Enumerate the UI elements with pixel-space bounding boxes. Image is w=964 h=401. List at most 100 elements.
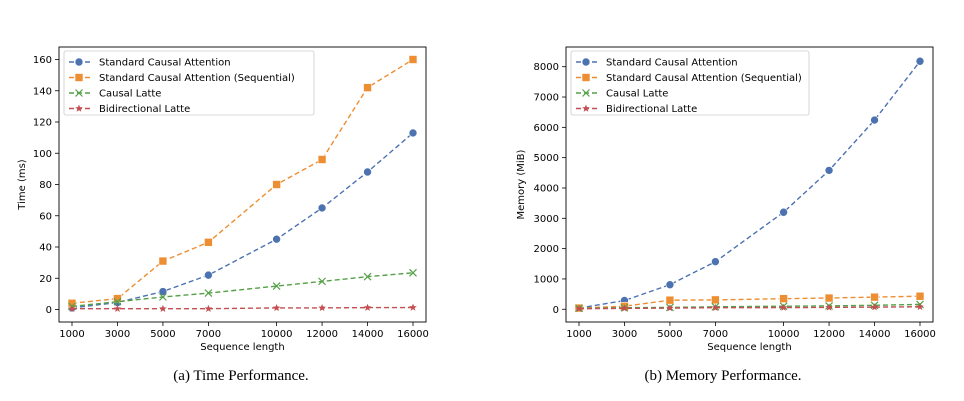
legend-label: Standard Causal Attention [99,58,231,69]
data-point-standard-causal-attention-5000 [158,287,168,296]
data-point-standard-causal-attention-7000 [711,257,720,266]
legend-label: Bidirectional Latte [606,104,697,115]
legend-label: Causal Latte [99,89,161,100]
legend-label: Bidirectional Latte [99,104,190,115]
data-point-standard-causal-attention-sequential-7000 [204,238,213,247]
legend-marker-circle-icon [581,57,591,67]
legend-label: Standard Causal Attention [606,58,738,69]
x-tick-label: 12000 [813,329,845,340]
data-point-standard-causal-attention-sequential-14000 [363,83,372,92]
y-tick-label: 1000 [534,274,559,285]
legend-label: Causal Latte [606,89,668,100]
x-axis-label: Sequence length [200,342,284,353]
data-point-bidirectional-latte-12000 [825,303,833,311]
y-axis-label: Memory (MiB) [516,149,527,219]
data-point-bidirectional-latte-7000 [711,303,720,311]
data-point-standard-causal-attention-sequential-16000 [915,291,925,301]
x-tick-label: 10000 [261,329,293,340]
memory-performance-chart: 0 1000 2000 3000 4000 5000 6000 7000 8000 1000 300… [516,46,936,353]
x-tick-label: 3000 [105,329,130,340]
data-point-standard-causal-attention-sequential-3000 [113,294,122,303]
y-tick-label: 100 [33,149,52,160]
legend-item-causal-latte: Causal Latte [69,89,161,100]
legend-box [63,50,315,116]
y-tick-label: 120 [33,118,52,129]
y-tick-label: 6000 [534,123,559,134]
x-tick-label: 5000 [150,329,175,340]
legend-item-standard-causal-attention: Standard Causal Attention [69,58,231,69]
legend-marker-star-icon [582,104,590,112]
data-point-causal-latte-14000 [363,272,372,281]
data-point-standard-causal-attention-sequential-5000 [665,295,675,305]
y-tick-label: 5000 [534,153,559,164]
data-point-standard-causal-attention-16000 [408,128,418,138]
data-point-standard-causal-attention-12000 [317,203,327,213]
series-standard-causal-attention-sequential [67,55,418,308]
legend-label: Standard Causal Attention (Sequential) [606,73,802,84]
legend-marker-x-icon [582,89,590,97]
plot-frame [565,46,934,323]
data-point-causal-latte-3000 [113,297,122,306]
legend: Standard Causal Attention Standard Causal… [570,50,810,116]
caption-time-performance: (a) Time Performance. [173,368,309,384]
legend-label: Standard Causal Attention (Sequential) [99,73,295,84]
y-axis-label: Time (ms) [17,159,28,211]
legend: Standard Causal Attention Standard Causal… [63,50,315,116]
data-point-standard-causal-attention-5000 [665,280,675,290]
x-tick-label: 7000 [196,329,221,340]
x-tick-label: 10000 [768,329,800,340]
data-point-bidirectional-latte-10000 [272,303,281,312]
data-point-standard-causal-attention-14000 [363,167,372,177]
data-point-bidirectional-latte-7000 [204,304,213,312]
data-point-standard-causal-attention-sequential-12000 [824,293,834,303]
x-tick-label: 12000 [306,329,338,340]
data-point-bidirectional-latte-1000 [575,304,583,312]
y-tick-label: 2000 [534,244,559,255]
series-line-standard-causal-attention-sequential [578,295,921,309]
legend-item-standard-causal-attention-sequential: Standard Causal Attention (Sequential) [69,73,295,84]
data-point-bidirectional-latte-16000 [916,302,924,311]
data-point-causal-latte-16000 [409,268,417,277]
data-point-bidirectional-latte-3000 [620,304,629,312]
legend-box [570,50,810,116]
series-line-causal-latte [71,272,414,308]
x-tick-label: 1000 [59,329,84,340]
data-point-bidirectional-latte-10000 [779,303,788,311]
data-point-bidirectional-latte-12000 [318,303,326,312]
series-line-standard-causal-attention [578,60,921,309]
x-axis-label: Sequence length [707,342,791,353]
y-tick-label: 140 [33,86,52,97]
data-point-standard-causal-attention-sequential-10000 [272,180,281,189]
data-point-standard-causal-attention-10000 [272,234,281,244]
x-tick-label: 3000 [612,329,637,340]
legend-item-causal-latte: Causal Latte [576,89,668,100]
series-line-standard-causal-attention [71,132,414,309]
legend-marker-star-icon [75,104,83,112]
data-point-causal-latte-5000 [159,293,167,301]
y-tick-label: 3000 [534,214,559,225]
data-point-bidirectional-latte-14000 [870,303,879,311]
series-line-bidirectional-latte [578,306,921,310]
y-tick-label: 0 [46,305,52,316]
legend-item-standard-causal-attention-sequential: Standard Causal Attention (Sequential) [576,73,802,84]
x-tick-label: 16000 [397,329,429,340]
data-point-causal-latte-7000 [204,289,213,298]
y-tick-label: 0 [553,305,559,316]
legend-item-bidirectional-latte: Bidirectional Latte [576,104,697,115]
y-tick-label: 60 [39,211,52,222]
y-tick-label: 160 [33,55,52,66]
data-point-bidirectional-latte-14000 [363,303,372,311]
y-tick-label: 80 [39,180,52,191]
data-point-standard-causal-attention-14000 [870,115,879,125]
legend-marker-x-icon [75,89,83,97]
data-point-standard-causal-attention-sequential-12000 [317,155,327,164]
legend-item-standard-causal-attention: Standard Causal Attention [576,58,738,69]
series-bidirectional-latte [68,303,417,312]
x-tick-label: 5000 [657,329,682,340]
x-tick-label: 1000 [566,329,591,340]
series-standard-causal-attention [67,128,418,313]
data-point-standard-causal-attention-16000 [915,56,925,66]
data-point-standard-causal-attention-sequential-10000 [779,294,788,303]
y-tick-label: 8000 [534,62,559,73]
data-point-bidirectional-latte-16000 [409,303,417,311]
